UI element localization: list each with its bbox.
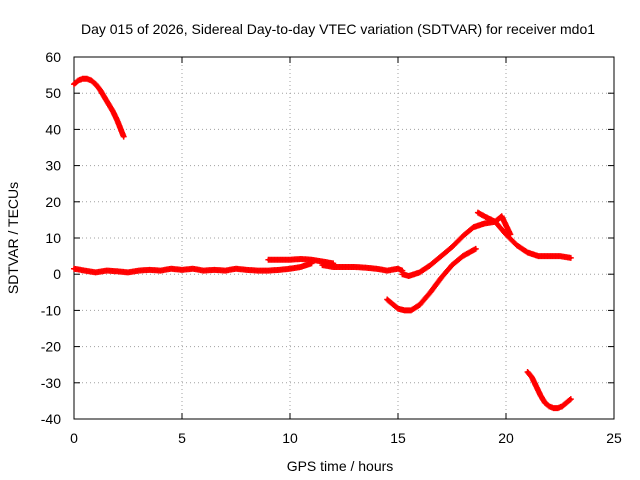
series-markers [265,255,337,267]
series-markers [524,368,574,412]
series-markers [399,218,574,280]
data-series [474,209,514,238]
x-tick-label: 15 [390,430,406,446]
x-tick-label: 10 [282,430,298,446]
x-tick-label: 20 [498,430,514,446]
y-axis-label: SDTVAR / TECUs [5,182,21,294]
y-tick-label: 0 [53,266,61,282]
series-markers [71,260,315,276]
series-markers [319,262,406,274]
y-tick-label: -30 [41,375,61,391]
y-tick-label: 40 [45,121,61,137]
axis-ticks: 0 5 10 15 20 25 -40 -30 -20 -10 0 10 20 30 40 50 60 [41,49,622,446]
data-series [399,218,574,280]
data-series [524,368,574,412]
y-tick-label: 30 [45,158,61,174]
y-tick-label: -10 [41,302,61,318]
x-tick-label: 5 [178,430,186,446]
x-tick-label: 0 [70,430,78,446]
series-markers [71,75,127,140]
data-layer [71,75,574,412]
y-tick-label: 20 [45,194,61,210]
data-series [319,262,406,274]
data-series [384,245,479,314]
y-tick-label: 50 [45,85,61,101]
data-series [71,260,315,276]
y-tick-label: -20 [41,339,61,355]
series-markers [474,209,514,238]
y-tick-label: 60 [45,49,61,65]
x-axis-label: GPS time / hours [287,458,394,474]
chart-title: Day 015 of 2026, Sidereal Day-to-day VTE… [81,21,595,37]
y-tick-label: -40 [41,411,61,427]
data-series [71,75,127,140]
y-tick-label: 10 [45,230,61,246]
data-series [265,255,337,267]
grid [74,57,614,419]
x-tick-label: 25 [606,430,622,446]
series-markers [384,245,479,314]
